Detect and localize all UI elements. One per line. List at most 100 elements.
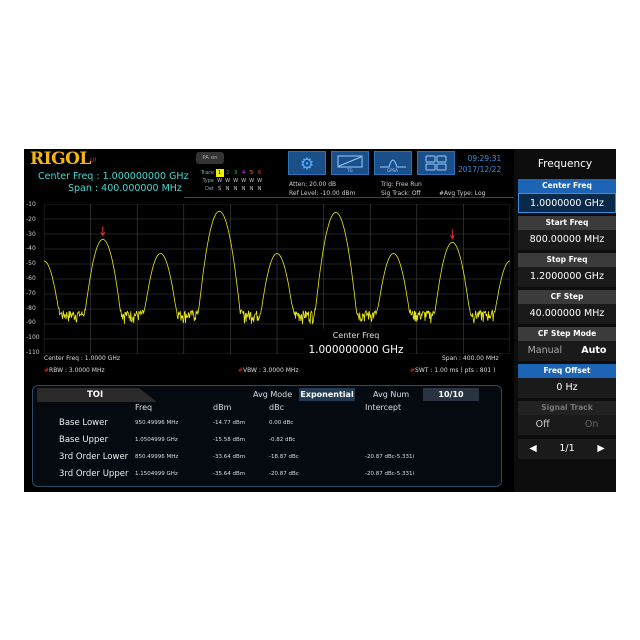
span-readout[interactable]: Span : 400.000000 MHz: [68, 183, 182, 194]
trace-1[interactable]: 1: [215, 169, 224, 177]
col-freq: Freq: [135, 403, 153, 412]
svg-text:TG: TG: [346, 168, 353, 173]
pa-indicator: PA on: [196, 152, 224, 164]
rbw-readout[interactable]: RBW : 3.0000 MHz: [49, 367, 105, 374]
trace-det: N: [249, 186, 254, 192]
swt-readout[interactable]: SWT : 1.00 ms ( pts : 801 ): [415, 367, 496, 374]
gpsa-icon: GPSA: [380, 159, 406, 173]
det-label: Det: [205, 186, 214, 192]
stop-freq-key-value[interactable]: 1.2000000 GHz: [518, 267, 616, 287]
trace-type: W: [217, 178, 223, 184]
cf-step-key[interactable]: CF Step 40.000000 MHz: [514, 290, 616, 324]
layout-icon: [425, 155, 447, 171]
menu-title: Frequency: [537, 158, 593, 170]
tg-button[interactable]: TG: [331, 151, 369, 175]
freq-offset-key[interactable]: Freq Offset 0 Hz: [514, 364, 616, 398]
type-label: Type: [202, 178, 214, 184]
start-freq-key-value[interactable]: 800.00000 MHz: [518, 230, 616, 250]
trace-det: N: [241, 186, 246, 192]
y-axis: -10 -20 -30 -40 -50 -60 -70 -80 -90 -100 -110: [24, 201, 46, 356]
y-tick-label: -80: [26, 304, 36, 312]
next-page-icon[interactable]: ▶: [597, 443, 605, 454]
trace-det: N: [257, 186, 262, 192]
y-tick-label: -110: [26, 349, 40, 356]
row-intercept: -20.87 dBc-5.331i: [365, 454, 415, 460]
signal-track-key-label: Signal Track: [518, 401, 616, 415]
cf-step-key-label: CF Step: [518, 290, 616, 304]
signal-track-key[interactable]: Signal Track Off On: [514, 401, 616, 435]
trace-2[interactable]: 2: [226, 170, 230, 176]
row-dbm: -33.64 dBm: [213, 454, 246, 460]
tg-icon: TG: [337, 155, 363, 173]
trace-type: W: [249, 178, 255, 184]
page-indicator: 1/1: [559, 443, 575, 454]
row-freq: 1.0504999 GHz: [135, 437, 178, 443]
clock: 09:29:31 2017/12/22: [458, 153, 501, 175]
layout-button[interactable]: [417, 151, 455, 175]
trace-type: W: [233, 178, 239, 184]
signal-track-on[interactable]: On: [584, 419, 599, 430]
tab-toi[interactable]: TOI: [37, 388, 157, 402]
center-freq-key[interactable]: Center Freq 1.0000000 GHz: [514, 179, 616, 213]
row-name: 3rd Order Lower: [59, 452, 129, 462]
center-freq-box: Center Freq 1.000000000 GHz: [304, 329, 408, 363]
trace-6[interactable]: 6: [258, 170, 262, 176]
freq-offset-key-value[interactable]: 0 Hz: [518, 378, 616, 398]
y-tick-label: -20: [26, 215, 36, 223]
spectrum-trace: [44, 210, 510, 325]
settings-gear-icon: ⚙: [299, 153, 315, 173]
rigol-logo: RIGOL: [30, 149, 91, 169]
row-name: Base Lower: [59, 418, 108, 428]
row-dbm: -35.64 dBm: [213, 471, 246, 477]
spectrum-plot[interactable]: [44, 204, 510, 354]
trace-det: N: [225, 186, 230, 192]
row-dbc: -18.87 dBc: [269, 454, 299, 460]
start-freq-key[interactable]: Start Freq 800.00000 MHz: [514, 216, 616, 250]
trace-3[interactable]: 3: [234, 170, 238, 176]
plot-span: Span : 400.00 MHz: [442, 355, 499, 362]
row-dbc: -20.87 dBc: [269, 471, 299, 477]
avg-num-label: Avg Num: [373, 390, 410, 399]
vbw-readout[interactable]: VBW : 3.0000 MHz: [243, 367, 299, 374]
center-freq-readout[interactable]: Center Freq : 1.000000000 GHz: [38, 171, 189, 182]
y-tick-label: -70: [26, 289, 36, 297]
avg-mode-value[interactable]: Exponential: [299, 388, 355, 401]
trace-4[interactable]: 4: [242, 170, 246, 176]
date: 2017/12/22: [458, 165, 502, 174]
prev-page-icon[interactable]: ◀: [529, 443, 537, 454]
atten-readout: Atten: 20.00 dB: [289, 181, 337, 188]
cf-step-mode-key[interactable]: CF Step Mode Manual Auto: [514, 327, 616, 361]
cf-step-key-value[interactable]: 40.000000 MHz: [518, 304, 616, 324]
avg-type-readout: #Avg Type: Log: [439, 190, 486, 197]
analyzer-screen: RIGOL UI Center Freq : 1.000000000 GHz S…: [24, 149, 616, 492]
trace-5[interactable]: 5: [250, 170, 254, 176]
start-freq-key-label: Start Freq: [518, 216, 616, 230]
toi-panel: TOI Avg Mode Exponential Avg Num 10/10 F…: [32, 385, 502, 487]
avg-num-value[interactable]: 10/10: [423, 388, 479, 401]
settings-button[interactable]: ⚙: [288, 151, 326, 175]
y-tick-label: -90: [26, 319, 36, 327]
col-intercept: Intercept: [365, 403, 402, 412]
cf-step-mode-manual[interactable]: Manual: [527, 345, 563, 356]
stop-freq-key[interactable]: Stop Freq 1.2000000 GHz: [514, 253, 616, 287]
trace-type: W: [257, 178, 263, 184]
trace-det: S: [218, 186, 222, 192]
y-tick-label: -100: [26, 334, 40, 342]
header-divider: [184, 197, 514, 198]
avg-mode-label: Avg Mode: [253, 390, 293, 399]
col-dbm: dBm: [213, 403, 232, 412]
trace-det: N: [233, 186, 238, 192]
gpsa-button[interactable]: GPSA: [374, 151, 412, 175]
row-freq: 1.1504999 GHz: [135, 471, 178, 477]
trace-type: W: [225, 178, 231, 184]
col-dbc: dBc: [269, 403, 284, 412]
logo-subtitle: UI: [90, 157, 97, 164]
sig-track-readout: Sig Track: Off: [381, 190, 421, 197]
stop-freq-key-label: Stop Freq: [518, 253, 616, 267]
center-freq-box-label: Center Freq: [332, 331, 380, 340]
signal-track-off[interactable]: Off: [535, 419, 550, 430]
center-freq-key-value[interactable]: 1.0000000 GHz: [518, 193, 616, 213]
peak-marker-icon: [449, 229, 455, 240]
cf-step-mode-auto[interactable]: Auto: [581, 345, 607, 356]
